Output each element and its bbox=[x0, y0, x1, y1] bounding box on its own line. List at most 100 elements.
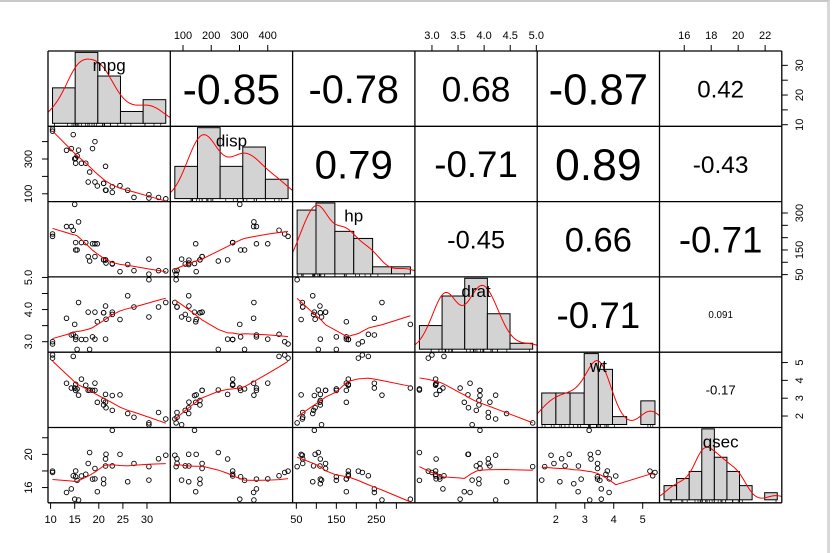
data-point bbox=[215, 346, 222, 353]
axis-label-wt: 2 bbox=[553, 514, 559, 526]
axis-label-qsec: 20 bbox=[23, 448, 35, 460]
data-point bbox=[548, 452, 554, 458]
data-point bbox=[598, 496, 605, 502]
data-point bbox=[72, 387, 79, 394]
histogram-bar bbox=[676, 478, 690, 501]
data-point bbox=[343, 319, 350, 325]
data-point bbox=[103, 451, 109, 458]
data-point bbox=[146, 271, 152, 277]
data-point bbox=[75, 219, 82, 225]
data-point bbox=[192, 399, 199, 406]
axis-label-wt: 4 bbox=[794, 377, 806, 383]
data-point bbox=[86, 169, 93, 175]
data-point bbox=[197, 402, 203, 408]
data-point bbox=[317, 336, 324, 342]
correlation-disp-wt: 0.89 bbox=[555, 141, 642, 190]
data-point bbox=[251, 497, 257, 503]
data-point bbox=[649, 473, 656, 479]
data-point bbox=[281, 469, 288, 476]
data-point bbox=[440, 385, 446, 391]
data-point bbox=[109, 463, 116, 469]
data-point bbox=[102, 336, 109, 342]
data-point bbox=[102, 456, 109, 462]
data-point bbox=[469, 477, 475, 483]
smooth-line bbox=[52, 130, 166, 202]
data-point bbox=[71, 385, 78, 391]
data-point bbox=[146, 256, 152, 262]
axis-label-hp: 50 bbox=[290, 514, 302, 526]
smooth-line bbox=[174, 299, 289, 338]
panel-wt-drat bbox=[416, 352, 536, 428]
data-point bbox=[492, 452, 499, 458]
data-point bbox=[311, 427, 318, 434]
data-point bbox=[586, 427, 592, 434]
data-point bbox=[229, 336, 236, 343]
data-point bbox=[49, 233, 56, 240]
axis-label-drat: 4.5 bbox=[503, 30, 518, 42]
data-point bbox=[594, 474, 601, 480]
data-point bbox=[92, 309, 98, 315]
density-line bbox=[48, 58, 171, 118]
axis-label-hp: 300 bbox=[794, 204, 806, 222]
data-point bbox=[224, 336, 231, 342]
histogram-bar bbox=[196, 127, 221, 200]
data-point bbox=[429, 469, 435, 476]
axis-label-disp: 300 bbox=[230, 30, 248, 42]
histogram-bar bbox=[264, 178, 289, 200]
smooth-line bbox=[174, 360, 289, 420]
data-point bbox=[92, 253, 98, 260]
data-point bbox=[100, 180, 107, 187]
data-point bbox=[155, 304, 162, 310]
axis-label-drat: 3.5 bbox=[450, 30, 465, 42]
data-point bbox=[281, 338, 288, 345]
histogram-bar bbox=[52, 87, 76, 124]
smooth-line bbox=[419, 377, 533, 424]
data-point bbox=[317, 303, 323, 309]
smooth-line bbox=[419, 466, 533, 479]
data-point bbox=[92, 138, 98, 145]
data-point bbox=[437, 387, 443, 394]
smooth-line bbox=[52, 360, 166, 424]
data-point bbox=[477, 392, 483, 399]
axis-label-wt: 3 bbox=[582, 514, 588, 526]
axis-label-wt: 3 bbox=[794, 395, 806, 401]
data-point bbox=[237, 496, 243, 502]
data-point bbox=[588, 456, 594, 462]
data-point bbox=[174, 460, 180, 467]
data-point bbox=[251, 299, 257, 306]
data-point bbox=[100, 310, 107, 316]
data-point bbox=[63, 223, 70, 230]
axis-label-wt: 4 bbox=[611, 514, 617, 526]
data-point bbox=[276, 473, 282, 479]
data-point bbox=[193, 451, 199, 458]
data-point bbox=[578, 476, 584, 482]
data-point bbox=[309, 479, 316, 485]
panel-drat-drat bbox=[414, 277, 538, 352]
data-point bbox=[75, 392, 82, 398]
histogram-bar bbox=[555, 392, 571, 426]
data-point bbox=[103, 316, 109, 322]
data-point bbox=[318, 314, 325, 320]
data-point bbox=[185, 451, 192, 458]
data-point bbox=[253, 241, 260, 247]
histogram-bar bbox=[739, 485, 753, 501]
data-point bbox=[49, 338, 56, 345]
data-point bbox=[74, 346, 80, 353]
data-point bbox=[586, 497, 593, 503]
data-point bbox=[461, 488, 468, 495]
data-point bbox=[457, 385, 463, 391]
data-point bbox=[185, 404, 192, 411]
histogram-bar bbox=[509, 342, 534, 350]
panel-mpg-mpg bbox=[48, 51, 171, 126]
histogram-bar bbox=[315, 202, 336, 275]
data-point bbox=[163, 452, 169, 458]
histogram-bar bbox=[219, 165, 244, 200]
data-point bbox=[322, 387, 329, 394]
data-point bbox=[318, 477, 325, 483]
data-point bbox=[49, 469, 56, 476]
data-point bbox=[241, 247, 248, 253]
histogram-bar bbox=[569, 392, 585, 426]
data-point bbox=[299, 460, 306, 467]
variable-label-drat: drat bbox=[461, 282, 491, 301]
